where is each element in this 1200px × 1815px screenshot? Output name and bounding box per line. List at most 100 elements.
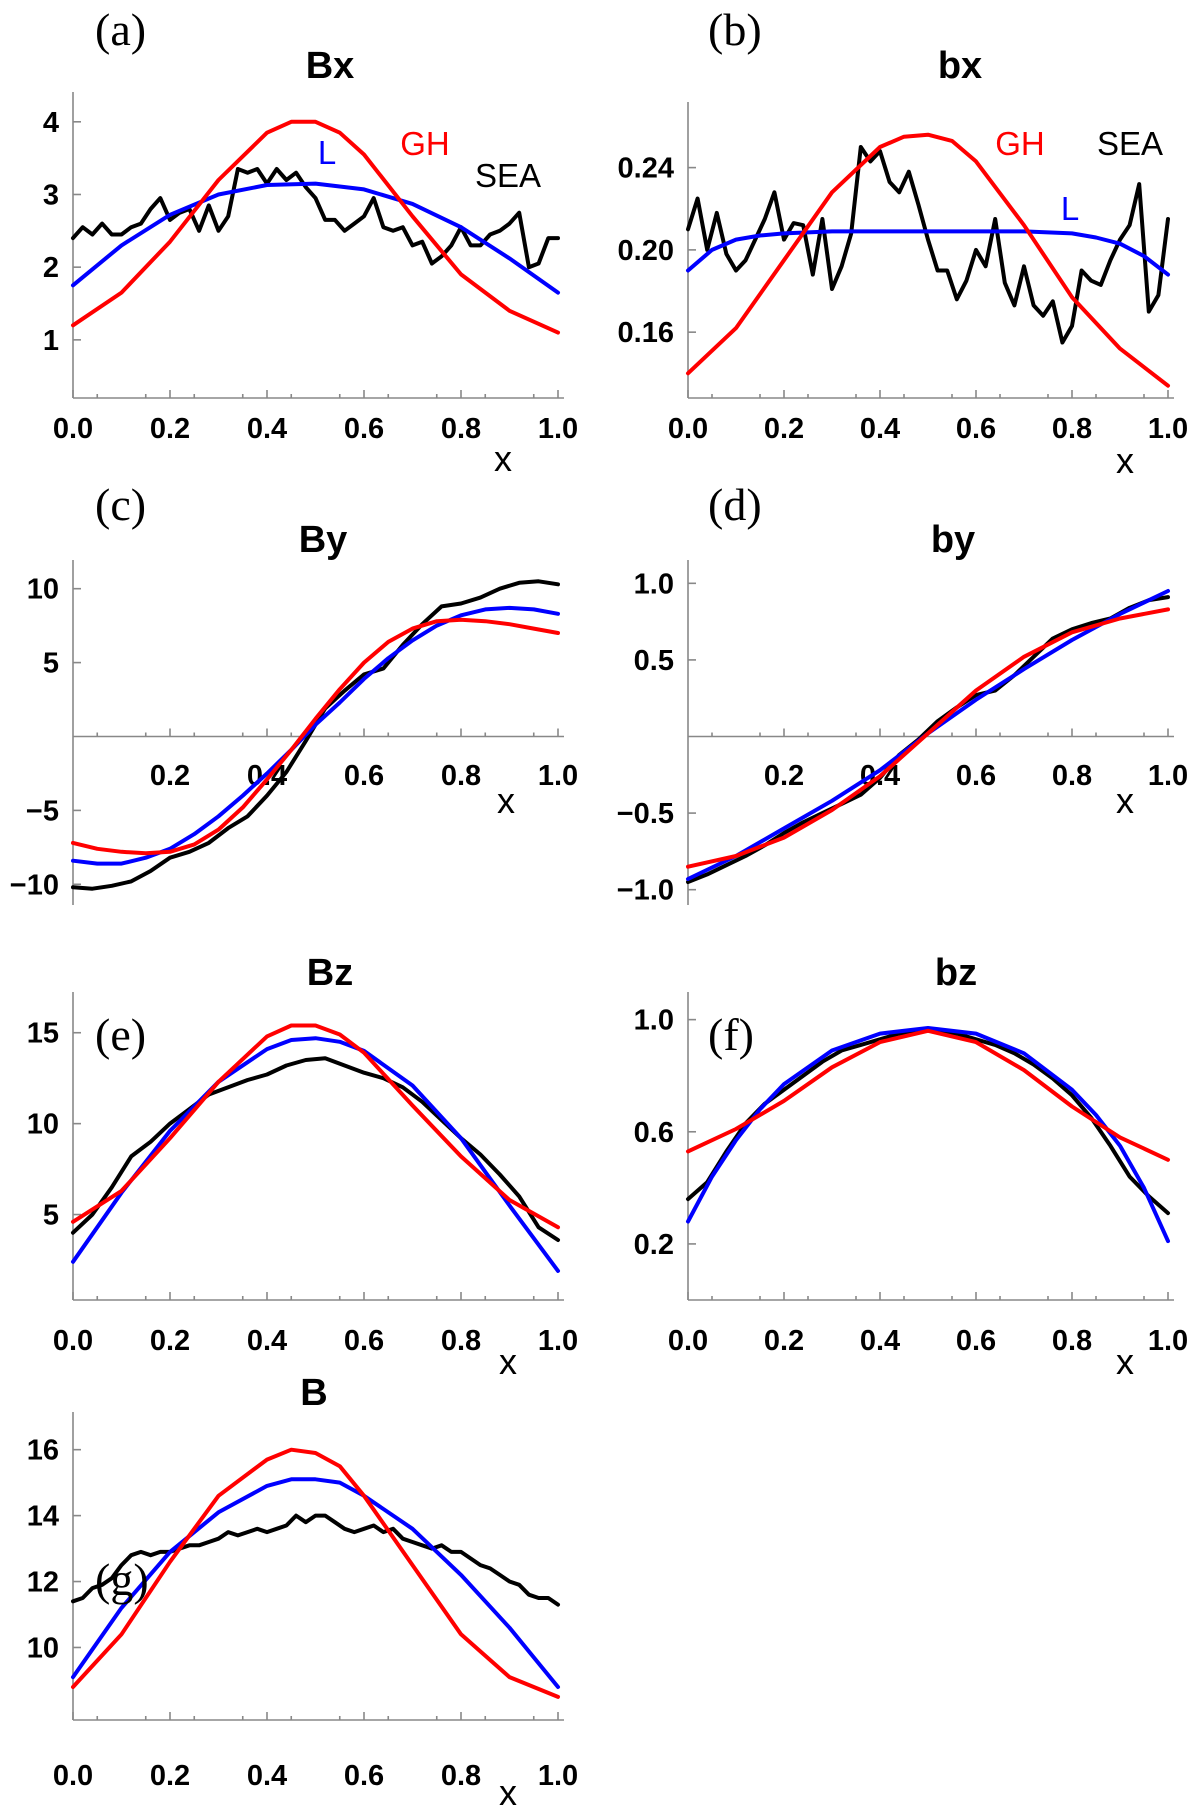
chart-title: bx [938,45,982,87]
y-tick-label: 5 [43,1200,59,1232]
series-l-line [71,1477,560,1689]
panel-letter: (c) [95,479,146,530]
x-tick-label: 0.0 [668,413,708,445]
y-tick-label: 10 [27,1109,59,1141]
series-sea-line [686,595,1170,884]
y-tick-label: −5 [26,795,59,827]
y-tick-label: 0.5 [634,645,674,677]
y-tick-label: 0.16 [618,317,674,349]
series-sea-line [71,1056,560,1242]
x-tick-label: 1.0 [538,1325,578,1357]
x-tick-label: 0.2 [764,760,804,792]
series-sea-line [71,167,560,270]
y-tick-label: 1 [43,325,59,357]
x-tick-label: 0.4 [247,1760,287,1792]
x-tick-label: 0.0 [53,1760,93,1792]
y-tick-label: 2 [43,252,59,284]
x-tick-label: 0.6 [956,760,996,792]
series-gh-line [71,119,560,335]
x-tick-label: 0.6 [956,413,996,445]
x-tick-label: 0.4 [860,1325,900,1357]
series-gh-line [71,617,560,856]
y-tick-label: −0.5 [617,798,674,830]
x-tick-label: 0.6 [956,1325,996,1357]
annotation-sea: SEA [475,157,541,194]
x-tick-label: 0.6 [344,760,384,792]
y-tick-label: 1.0 [634,568,674,600]
chart-panel-a: 0.0 0.2 0.4 0.6 0.8 1.0 1 2 3 4 L GH SEA Bx (a) x [43,4,578,479]
chart-panel-g: 0.0 0.2 0.4 0.6 0.8 1.0 10 12 14 16 B (g) x [27,1372,578,1813]
x-axis-label: x [1116,440,1134,481]
panel-letter: (e) [95,1009,146,1060]
x-axis-label: x [1116,1341,1134,1382]
x-tick-label: 1.0 [1148,1325,1188,1357]
annotation-sea: SEA [1097,125,1163,162]
x-axis-label: x [494,438,512,479]
chart-panel-e: 0.0 0.2 0.4 0.6 0.8 1.0 5 10 15 Bz (e) x [27,952,578,1382]
y-tick-label: 16 [27,1435,59,1467]
x-tick-label: 1.0 [538,1760,578,1792]
x-tick-label: 0.8 [441,1760,481,1792]
annotation-gh: GH [995,125,1045,162]
x-tick-label: 0.8 [441,413,481,445]
x-tick-label: 0.4 [860,413,900,445]
y-tick-label: 0.24 [618,153,674,185]
y-tick-label: 10 [27,1632,59,1664]
x-tick-label: 0.4 [247,413,287,445]
y-tick-label: 14 [27,1501,59,1533]
y-tick-label: 15 [27,1018,59,1050]
x-tick-label: 0.4 [247,1325,287,1357]
x-tick-label: 0.6 [344,1325,384,1357]
x-tick-label: 0.2 [150,760,190,792]
x-tick-label: 0.8 [1052,413,1092,445]
series-gh-line [71,1447,560,1699]
x-tick-label: 0.8 [441,760,481,792]
x-tick-label: 1.0 [1148,760,1188,792]
series-sea-line [686,145,1170,345]
x-tick-label: 1.0 [538,760,578,792]
x-tick-label: 0.2 [150,413,190,445]
chart-title: By [299,519,348,561]
x-axis-label: x [499,1341,517,1382]
x-axis-label: x [499,1772,517,1813]
chart-title: Bz [307,952,353,994]
x-tick-label: 0.6 [344,413,384,445]
x-tick-label: 0.8 [1052,1325,1092,1357]
y-tick-label: 10 [27,574,59,606]
series-gh-line [686,607,1170,869]
series-gh-line [71,1023,560,1230]
y-tick-label: 4 [43,107,59,139]
series-l-line [71,1036,560,1273]
y-tick-label: 5 [43,648,59,680]
x-tick-label: 0.2 [764,413,804,445]
x-axis-label: x [497,780,515,821]
y-tick-label: 0.2 [634,1229,674,1261]
series-gh-line [686,132,1170,388]
chart-title: B [300,1372,327,1414]
x-tick-label: 0.8 [1052,760,1092,792]
panel-letter: (a) [95,4,146,55]
y-tick-label: 3 [43,179,59,211]
x-tick-label: 1.0 [1148,413,1188,445]
x-tick-label: 0.2 [150,1325,190,1357]
chart-panel-d: 0.2 0.4 0.6 0.8 1.0−1.0−0.50.51.0by(d)x [617,479,1188,907]
x-tick-label: 0.0 [668,1325,708,1357]
series-l-line [686,1026,1170,1244]
x-tick-label: 0.8 [441,1325,481,1357]
y-tick-label: −1.0 [617,875,674,907]
y-tick-label: 0.6 [634,1117,674,1149]
x-tick-label: 0.2 [150,1760,190,1792]
chart-title: bz [935,952,977,994]
x-tick-label: 0.0 [53,413,93,445]
series-sea-line [71,1513,560,1607]
x-tick-label: 0.6 [344,1760,384,1792]
chart-panel-b: 0.0 0.2 0.4 0.6 0.8 1.0 0.16 0.20 0.24 GH SEA Lbx (b… [618,4,1189,481]
y-tick-label: 0.20 [618,235,674,267]
annotation-l: L [318,134,336,171]
annotation-l: L [1061,190,1079,227]
x-axis-label: x [1116,780,1134,821]
chart-title: by [931,519,975,561]
panel-letter: (b) [708,4,762,55]
